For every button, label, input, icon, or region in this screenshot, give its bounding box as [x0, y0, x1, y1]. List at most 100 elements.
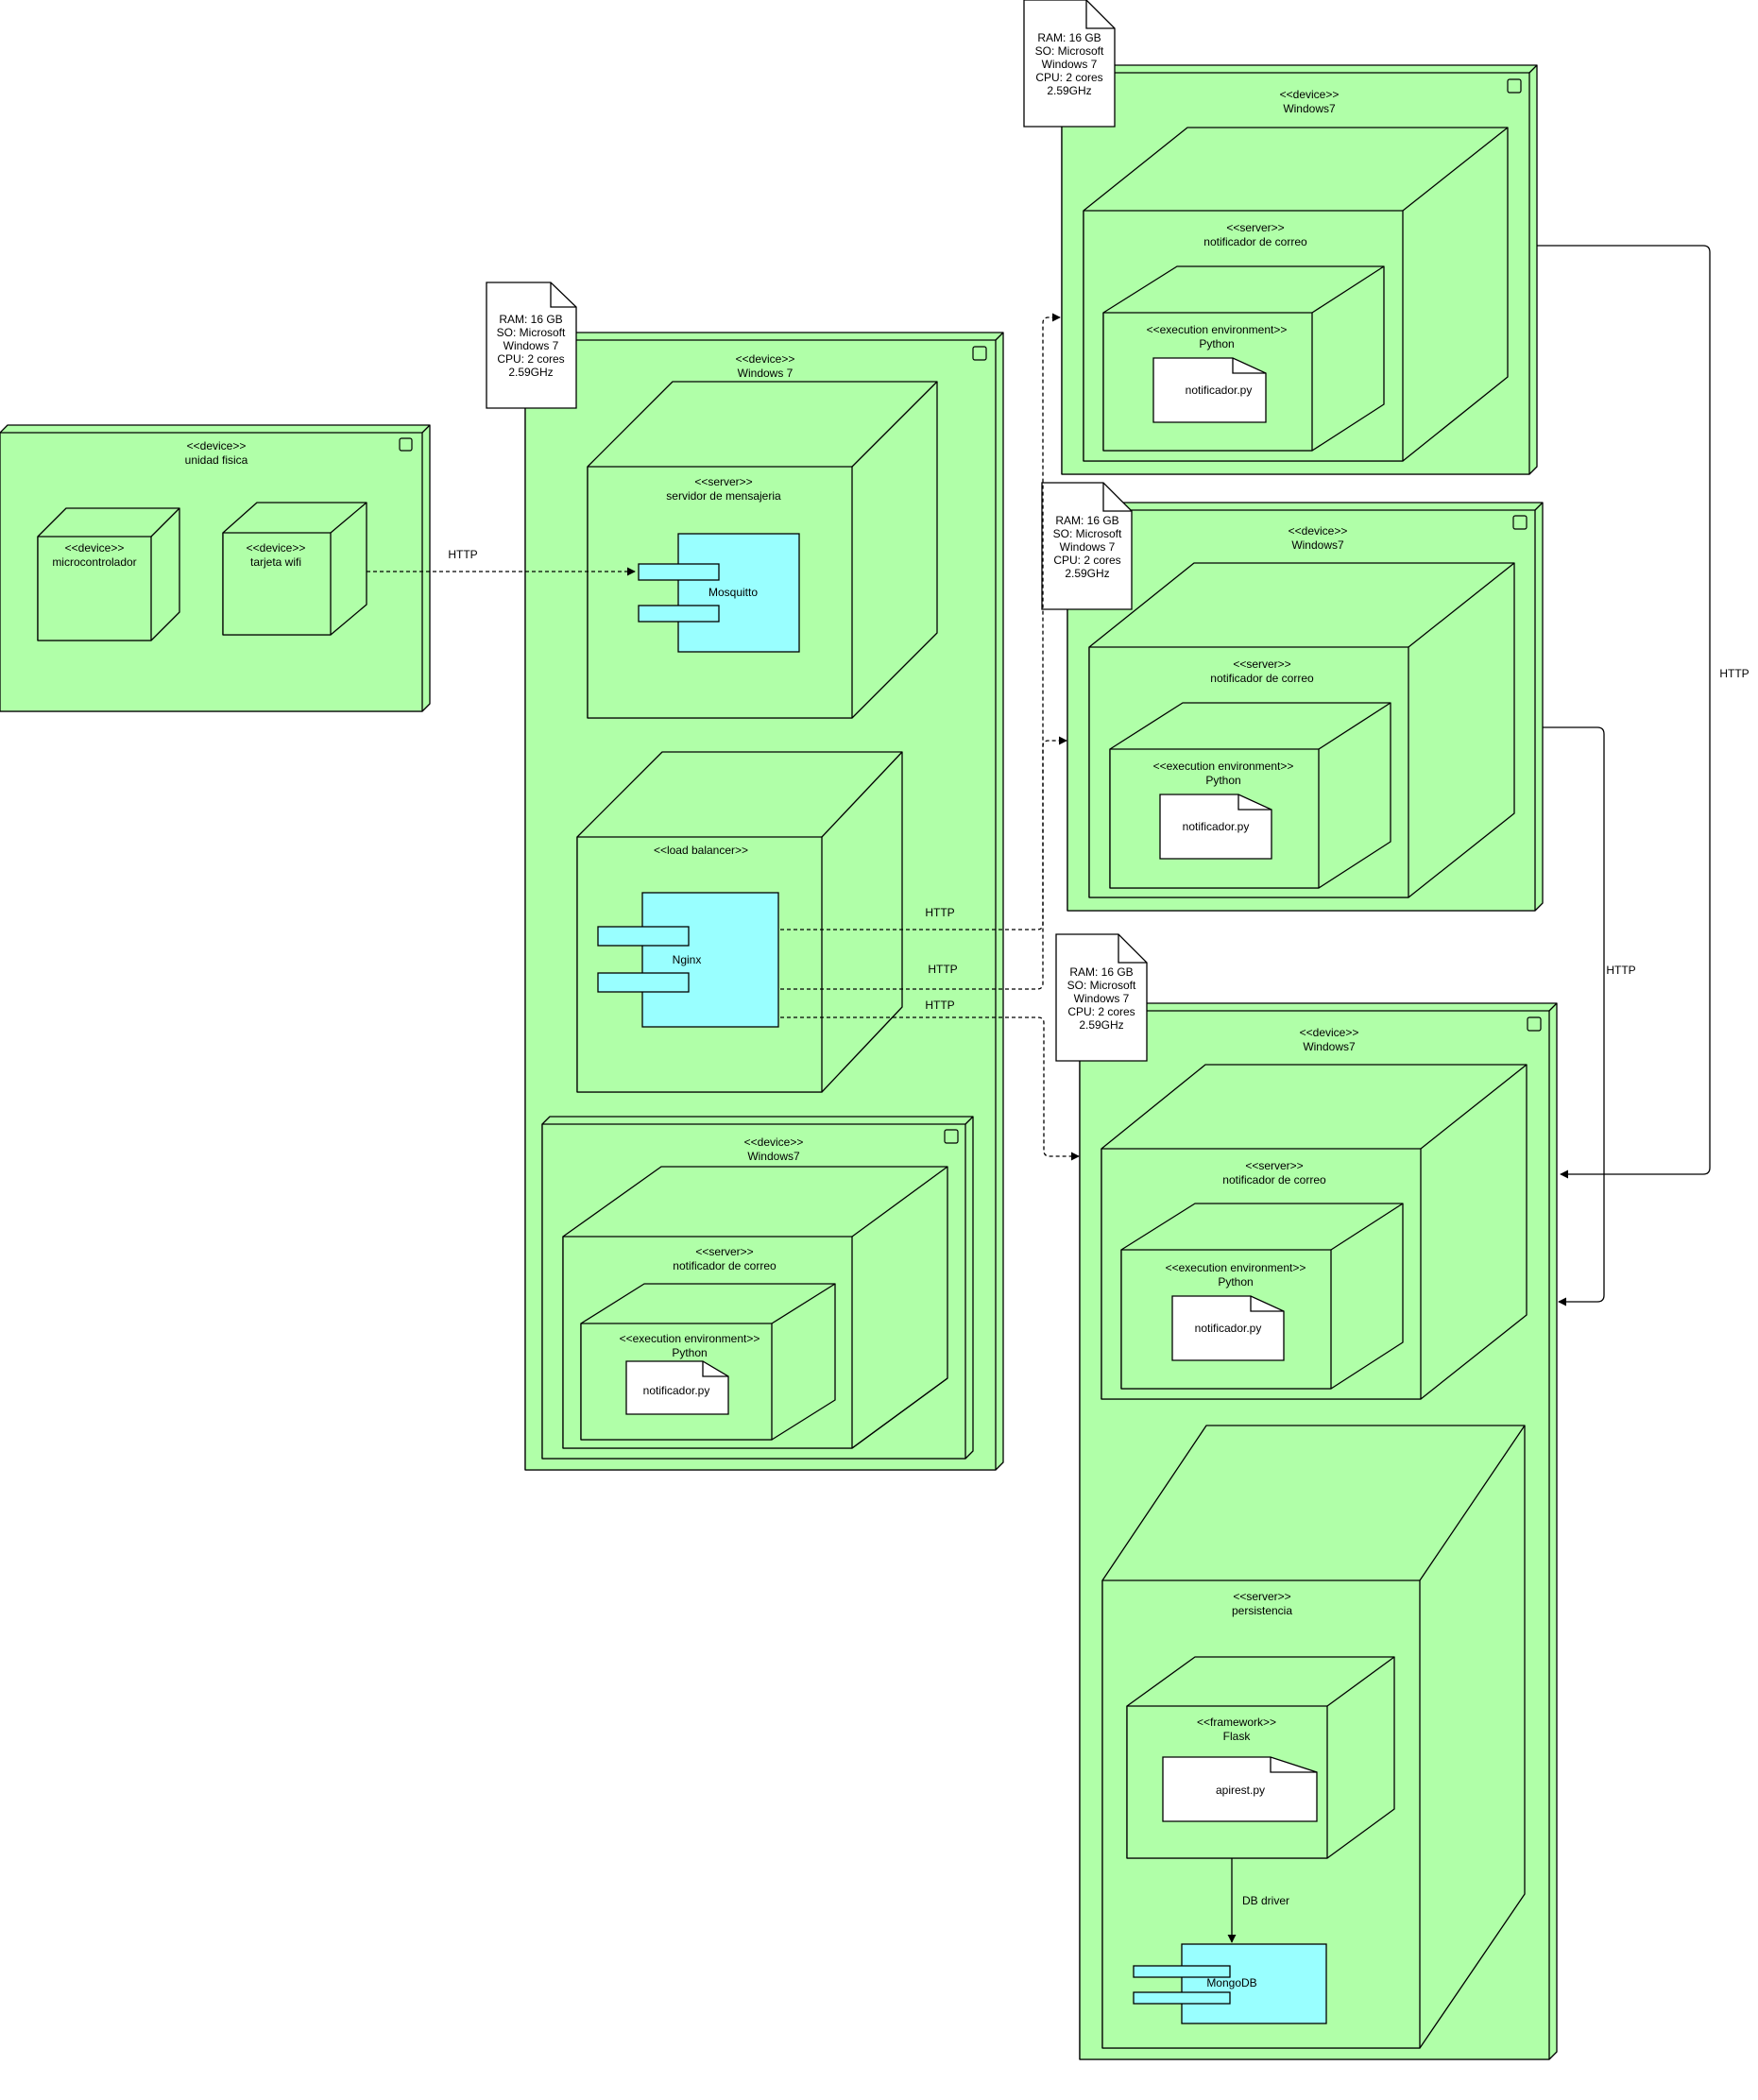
- note-line: Windows 7: [1060, 540, 1116, 554]
- edge-nginx-right2[interactable]: HTTP: [780, 736, 1067, 990]
- execution-environment[interactable]: <<execution environment>> Python notific…: [580, 1283, 836, 1441]
- note-line: RAM: 16 GB: [499, 313, 562, 326]
- edge-label: HTTP: [928, 963, 957, 976]
- artifact-notificador[interactable]: notificador.py: [1171, 1295, 1285, 1361]
- device-name: Windows 7: [738, 367, 794, 380]
- note-line: SO: Microsoft: [1067, 979, 1136, 992]
- note-line: Windows 7: [1074, 992, 1130, 1005]
- device-stereotype: <<device>>: [1300, 1026, 1359, 1039]
- device-name: tarjeta wifi: [250, 555, 301, 569]
- artifact-notificador[interactable]: notificador.py: [1159, 794, 1272, 860]
- note-line: RAM: 16 GB: [1055, 514, 1118, 527]
- device-name: microcontrolador: [52, 555, 136, 569]
- execution-environment[interactable]: <<execution environment>> Python notific…: [1120, 1203, 1404, 1390]
- server-name: notificador de correo: [1222, 1173, 1326, 1187]
- device-icon: [972, 346, 987, 361]
- edge-flask-mongodb[interactable]: DB driver: [1227, 1858, 1289, 1943]
- edge-nginx-right1[interactable]: HTTP: [780, 313, 1061, 930]
- note-line: Windows 7: [504, 339, 559, 352]
- artifact-notificador[interactable]: notificador.py: [625, 1360, 729, 1415]
- component-mosquitto[interactable]: Mosquitto: [638, 533, 800, 653]
- server-notificador-3[interactable]: <<server>> notificador de correo <<execu…: [1088, 562, 1515, 898]
- note-specs-1: RAM: 16 GB SO: Microsoft Windows 7 CPU: …: [486, 282, 577, 409]
- component-nginx[interactable]: Nginx: [597, 892, 779, 1028]
- note-specs-3: RAM: 16 GB SO: Microsoft Windows 7 CPU: …: [1041, 482, 1133, 610]
- note-specs-4: RAM: 16 GB SO: Microsoft Windows 7 CPU: …: [1055, 933, 1148, 1062]
- device-stereotype: <<device>>: [1280, 88, 1340, 101]
- device-name: unidad fisica: [185, 453, 248, 467]
- device-stereotype: <<device>>: [247, 541, 306, 555]
- artifact-name: apirest.py: [1216, 1784, 1265, 1797]
- component-name: Nginx: [673, 953, 702, 966]
- artifact-name: notificador.py: [1183, 820, 1250, 833]
- edge-label: HTTP: [1606, 964, 1635, 977]
- server-name: servidor de mensajeria: [666, 489, 781, 503]
- note-line: 2.59GHz: [1065, 567, 1109, 580]
- server-persistencia[interactable]: <<server>> persistencia <<framework>> Fl…: [1101, 1425, 1526, 2049]
- artifact-name: notificador.py: [1195, 1322, 1262, 1335]
- server-stereotype: <<server>>: [1245, 1159, 1303, 1172]
- device-stereotype: <<device>>: [736, 352, 795, 366]
- execution-environment[interactable]: <<execution environment>> Python notific…: [1102, 265, 1385, 452]
- edge-label: DB driver: [1242, 1894, 1289, 1907]
- server-name: notificador de correo: [673, 1259, 777, 1272]
- edge-wifi-mosquitto[interactable]: HTTP: [367, 548, 636, 576]
- env-name: Python: [672, 1346, 707, 1359]
- server-notificador-4[interactable]: <<server>> notificador de correo <<execu…: [1101, 1064, 1528, 1400]
- note-line: 2.59GHz: [1047, 84, 1091, 97]
- server-stereotype: <<server>>: [695, 1245, 753, 1258]
- component-mongodb[interactable]: MongoDB: [1133, 1943, 1327, 2024]
- server-stereotype: <<server>>: [1233, 657, 1290, 671]
- load-balancer-stereotype: <<load balancer>>: [654, 844, 748, 857]
- note-line: RAM: 16 GB: [1069, 965, 1133, 979]
- edge-right1-right3[interactable]: HTTP: [1537, 245, 1749, 1179]
- edge-label: HTTP: [925, 999, 954, 1012]
- server-mensajeria[interactable]: <<server>> servidor de mensajeria Mosqui…: [587, 381, 938, 719]
- note-line: 2.59GHz: [1079, 1018, 1123, 1032]
- edge-label: HTTP: [925, 906, 954, 919]
- device-icon: [944, 1129, 959, 1144]
- note-line: CPU: 2 cores: [1053, 554, 1120, 567]
- server-name: persistencia: [1232, 1604, 1292, 1617]
- server-name: notificador de correo: [1203, 235, 1307, 248]
- execution-environment[interactable]: <<execution environment>> Python notific…: [1109, 702, 1391, 889]
- artifact-name: notificador.py: [1186, 384, 1253, 397]
- server-stereotype: <<server>>: [1233, 1590, 1290, 1603]
- server-notificador-2[interactable]: <<server>> notificador de correo <<execu…: [1083, 127, 1509, 462]
- device-name: Windows7: [1291, 538, 1344, 552]
- env-stereotype: <<execution environment>>: [620, 1332, 760, 1345]
- device-icon: [1512, 515, 1528, 530]
- server-notificador-1[interactable]: <<server>> notificador de correo <<execu…: [562, 1166, 948, 1449]
- note-line: SO: Microsoft: [1053, 527, 1122, 540]
- env-name: Python: [1218, 1275, 1253, 1289]
- device-icon: [1507, 78, 1522, 94]
- artifact-apirest[interactable]: apirest.py: [1162, 1756, 1318, 1822]
- env-stereotype: <<execution environment>>: [1166, 1261, 1306, 1274]
- server-stereotype: <<server>>: [694, 475, 752, 488]
- load-balancer[interactable]: <<load balancer>> Nginx: [576, 751, 903, 1093]
- device-stereotype: <<device>>: [1289, 524, 1348, 538]
- device-stereotype: <<device>>: [187, 439, 247, 452]
- edge-nginx-right3[interactable]: HTTP: [780, 999, 1080, 1161]
- note-line: CPU: 2 cores: [497, 352, 564, 366]
- device-icon: [399, 437, 413, 452]
- device-name: Windows7: [1283, 102, 1336, 115]
- framework-name: Flask: [1223, 1730, 1252, 1743]
- device-icon: [1527, 1016, 1542, 1032]
- device-stereotype: <<device>>: [744, 1135, 804, 1149]
- edge-right2-right3[interactable]: HTTP: [1543, 726, 1636, 1306]
- edge-label: HTTP: [448, 548, 477, 561]
- device-tarjeta-wifi[interactable]: <<device>> tarjeta wifi: [222, 502, 367, 636]
- env-name: Python: [1205, 774, 1240, 787]
- note-line: CPU: 2 cores: [1067, 1005, 1135, 1018]
- note-line: SO: Microsoft: [497, 326, 566, 339]
- artifact-notificador[interactable]: notificador.py: [1152, 357, 1267, 423]
- note-specs-2: RAM: 16 GB SO: Microsoft Windows 7 CPU: …: [1023, 0, 1116, 128]
- framework-flask[interactable]: <<framework>> Flask apirest.py: [1126, 1656, 1395, 1859]
- env-stereotype: <<execution environment>>: [1153, 760, 1294, 773]
- env-stereotype: <<execution environment>>: [1147, 323, 1288, 336]
- framework-stereotype: <<framework>>: [1197, 1716, 1276, 1729]
- device-microcontrolador[interactable]: <<device>> microcontrolador: [37, 507, 180, 641]
- note-line: 2.59GHz: [508, 366, 553, 379]
